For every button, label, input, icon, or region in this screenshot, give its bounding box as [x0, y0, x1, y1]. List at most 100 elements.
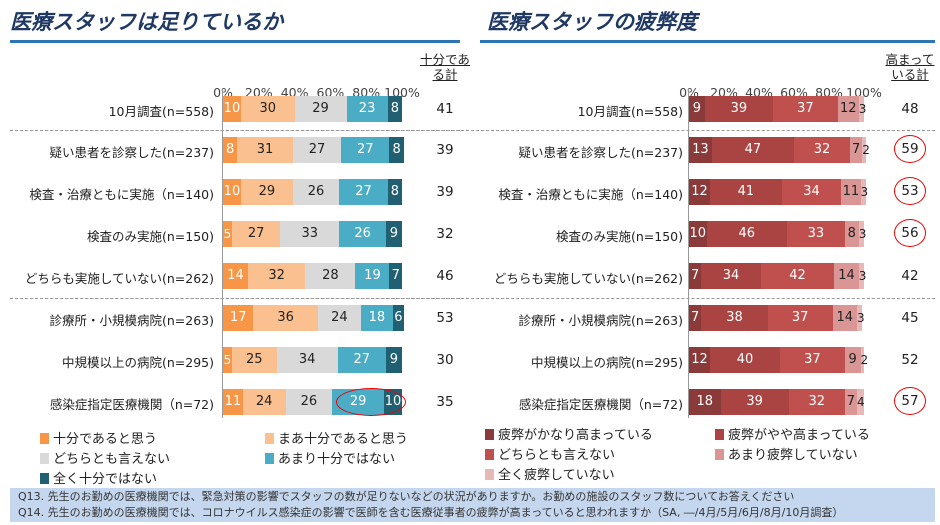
bar-segment: 11 — [223, 389, 243, 415]
total-value: 32 — [425, 224, 465, 244]
bar-segment: 2 — [860, 347, 868, 373]
total-value: 56 — [890, 219, 930, 247]
bar-segment: 32 — [788, 389, 845, 415]
category-label: 中規模以上の病院(n=295) — [530, 355, 683, 370]
legend-item: 疲弊がかなり高まっている — [485, 424, 653, 443]
total-value: 45 — [890, 308, 930, 328]
total-value-text: 48 — [901, 101, 919, 117]
legend-swatch — [485, 469, 494, 480]
legend-item: あまり疲弊していない — [715, 444, 858, 463]
bar-segment: 3 — [858, 96, 866, 122]
legend-item: まあ十分であると思う — [265, 428, 408, 447]
legend-item: どちらとも言えない — [40, 448, 170, 467]
bar-segment: 12 — [689, 347, 710, 373]
bar-segment: 8 — [389, 137, 404, 163]
bar-segment: 26 — [285, 389, 333, 415]
total-value-text: 53 — [436, 310, 454, 326]
bar-segment: 29 — [294, 96, 347, 122]
legend-item: 疲弊がやや高まっている — [715, 424, 870, 443]
total-value-text: 57 — [894, 387, 926, 415]
y-axis-line — [222, 88, 223, 418]
legend-swatch — [265, 433, 274, 444]
total-value: 57 — [890, 387, 930, 415]
bar-segment: 32 — [794, 137, 850, 163]
category-label: どちらも実施していない(n=262) — [493, 271, 683, 286]
total-column-header: 十分である計 — [420, 52, 470, 82]
category-label: 診療所・小規模病院(n=263) — [49, 313, 214, 328]
bar-segment: 26 — [292, 179, 340, 205]
total-value: 59 — [890, 135, 930, 163]
category-label: 診療所・小規模病院(n=263) — [518, 313, 683, 328]
legend-swatch — [485, 449, 494, 460]
bar-segment: 39 — [704, 96, 773, 122]
bar-segment: 7 — [389, 263, 402, 289]
category-label: 検査のみ実施(n=150) — [555, 229, 683, 244]
bar-segment: 27 — [231, 221, 281, 247]
category-label: 検査・治療ともに実施（n=140) — [498, 187, 683, 202]
legend-swatch — [265, 453, 274, 464]
bar-segment: 34 — [276, 347, 338, 373]
legend-swatch — [40, 473, 49, 484]
legend-label: どちらとも言えない — [498, 448, 616, 463]
group-separator — [10, 298, 935, 299]
total-value-text: 53 — [894, 177, 926, 205]
bar-segment: 12 — [837, 96, 859, 122]
bar-segment: 14 — [223, 263, 249, 289]
bar-segment: 12 — [689, 179, 710, 205]
highlight-ellipse — [336, 388, 406, 416]
total-value: 53 — [890, 177, 930, 205]
total-value-text: 32 — [436, 226, 454, 242]
legend-label: あまり疲弊していない — [728, 448, 858, 463]
legend-label: 疲弊がやや高まっている — [728, 428, 870, 443]
category-label: 感染症指定医療機関（n=72) — [49, 397, 214, 412]
total-value: 39 — [425, 182, 465, 202]
footnote-q14: Q14. 先生のお勤めの医療機関では、コロナウイルス感染症の影響で医師を含む医療… — [18, 506, 844, 519]
legend-label: どちらとも言えない — [53, 452, 171, 467]
category-label: 感染症指定医療機関（n=72) — [518, 397, 683, 412]
chart-title: 医療スタッフは足りているか — [10, 10, 283, 34]
bar-segment: 7 — [844, 389, 857, 415]
total-value: 46 — [425, 266, 465, 286]
bar-segment: 8 — [223, 137, 238, 163]
bar-segment: 8 — [844, 221, 859, 247]
question-footnote: Q13. 先生のお勤めの医療機関では、緊急対策の影響でスタッフの数が足りないなど… — [10, 488, 935, 522]
bar-segment: 30 — [240, 96, 295, 122]
total-value-text: 56 — [894, 219, 926, 247]
bar-segment: 9 — [689, 96, 705, 122]
total-value: 52 — [890, 350, 930, 370]
bar-segment: 26 — [339, 221, 386, 247]
total-value-text: 59 — [894, 135, 926, 163]
bar-segment: 19 — [355, 263, 390, 289]
title-underline — [10, 40, 460, 43]
bar-segment: 40 — [710, 347, 780, 373]
bar-segment: 39 — [720, 389, 789, 415]
legend-label: 全く疲弊していない — [498, 468, 615, 483]
total-value-text: 52 — [901, 352, 919, 368]
bar-segment: 46 — [706, 221, 787, 247]
legend-swatch — [40, 453, 49, 464]
bar-segment: 7 — [689, 263, 702, 289]
total-column-header: 高まっている計 — [885, 52, 935, 82]
bar-segment: 28 — [305, 263, 356, 289]
bar-segment: 24 — [317, 305, 361, 331]
total-value-text: 39 — [436, 184, 454, 200]
bar-segment: 37 — [767, 305, 833, 331]
title-underline — [480, 40, 935, 43]
legend-label: 疲弊がかなり高まっている — [498, 428, 653, 443]
bar-segment: 18 — [689, 389, 721, 415]
legend-label: まあ十分であると思う — [278, 432, 408, 447]
bar-segment: 4 — [857, 389, 865, 415]
bar-segment: 3 — [858, 263, 866, 289]
category-label: 疑い患者を診察した(n=237) — [49, 145, 214, 160]
legend-label: あまり十分ではない — [278, 452, 396, 467]
bar-segment: 33 — [787, 221, 845, 247]
bar-segment: 37 — [773, 96, 838, 122]
legend-swatch — [40, 433, 49, 444]
legend-label: 十分であると思う — [53, 432, 157, 447]
category-label: 中規模以上の病院(n=295) — [61, 355, 214, 370]
category-label: 検査・治療ともに実施（n=140) — [29, 187, 214, 202]
total-value-text: 42 — [901, 268, 919, 284]
bar-segment: 18 — [360, 305, 394, 331]
bar-segment: 27 — [292, 137, 342, 163]
bar-segment: 10 — [223, 179, 241, 205]
